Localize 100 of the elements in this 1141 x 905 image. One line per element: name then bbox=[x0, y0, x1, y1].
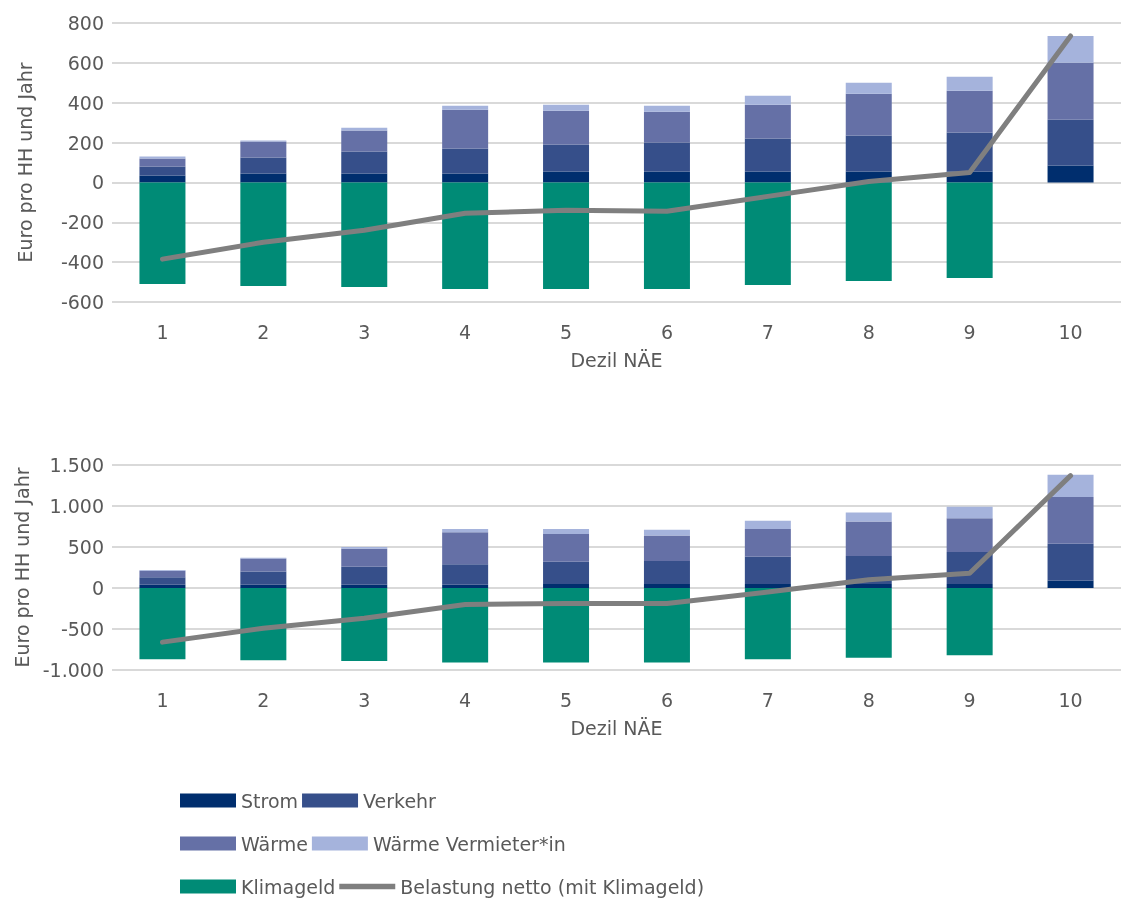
x-tick-label: 3 bbox=[358, 320, 371, 343]
bar bbox=[744, 104, 791, 139]
bar bbox=[240, 182, 287, 287]
bar bbox=[946, 588, 993, 656]
y-tick-label: -200 bbox=[60, 211, 104, 234]
y-tick-label: 0 bbox=[91, 577, 104, 599]
y-tick-label: -1.000 bbox=[42, 659, 104, 681]
bar bbox=[543, 533, 590, 562]
legend-label: Klimageld bbox=[241, 875, 336, 898]
x-tick-label: 6 bbox=[660, 320, 673, 343]
bar bbox=[442, 584, 489, 588]
bar bbox=[1047, 62, 1094, 120]
bar bbox=[543, 528, 590, 534]
y-tick-label: 0 bbox=[91, 171, 104, 194]
x-tick-label: 10 bbox=[1058, 320, 1083, 343]
x-tick-label: 9 bbox=[963, 688, 976, 711]
x-tick-label: 6 bbox=[660, 688, 673, 711]
bar bbox=[744, 171, 791, 183]
bar bbox=[845, 521, 892, 557]
bar bbox=[744, 182, 791, 286]
y-tick-label: 1.000 bbox=[49, 495, 104, 517]
bar bbox=[543, 583, 590, 588]
y-axis-title: Euro pro HH und Jahr bbox=[13, 62, 36, 263]
bar bbox=[1047, 580, 1094, 588]
x-tick-label: 5 bbox=[560, 320, 573, 343]
x-tick-label: 4 bbox=[459, 688, 472, 711]
bar bbox=[946, 518, 993, 552]
bar bbox=[442, 105, 489, 110]
x-tick-label: 8 bbox=[862, 320, 875, 343]
bar bbox=[442, 173, 489, 183]
bar bbox=[543, 588, 590, 663]
bar bbox=[139, 588, 186, 660]
bar bbox=[139, 584, 186, 588]
bar bbox=[643, 142, 690, 172]
bar bbox=[1047, 543, 1094, 581]
bar bbox=[845, 93, 892, 136]
bar bbox=[744, 95, 791, 105]
bar bbox=[643, 171, 690, 183]
bar bbox=[139, 570, 186, 578]
bar bbox=[341, 548, 388, 567]
legend-label: Strom bbox=[241, 789, 299, 812]
bar bbox=[543, 171, 590, 183]
bar bbox=[643, 583, 690, 588]
bar bbox=[744, 138, 791, 172]
bar bbox=[139, 175, 186, 183]
y-tick-label: 500 bbox=[67, 536, 104, 558]
x-tick-label: 1 bbox=[156, 320, 169, 343]
legend-label: Wärme bbox=[241, 832, 308, 855]
bar bbox=[341, 130, 388, 152]
x-tick-label: 9 bbox=[963, 320, 976, 343]
x-axis-title: Dezil NÄE bbox=[570, 716, 663, 739]
x-tick-label: 7 bbox=[761, 320, 774, 343]
x-tick-label: 7 bbox=[761, 688, 774, 711]
bar bbox=[543, 182, 590, 290]
bar bbox=[643, 560, 690, 584]
y-tick-label: -500 bbox=[60, 618, 104, 640]
bar bbox=[240, 588, 287, 661]
x-axis-title: Dezil NÄE bbox=[570, 348, 663, 371]
bar bbox=[442, 528, 489, 533]
bar bbox=[1047, 496, 1094, 544]
bar bbox=[845, 82, 892, 94]
y-tick-label: 1.500 bbox=[49, 454, 104, 476]
bar bbox=[442, 564, 489, 585]
bar bbox=[744, 583, 791, 588]
bar bbox=[744, 528, 791, 557]
x-tick-label: 8 bbox=[862, 688, 875, 711]
bar bbox=[442, 148, 489, 174]
y-tick-label: 600 bbox=[67, 51, 104, 74]
bar bbox=[341, 151, 388, 174]
bar bbox=[139, 577, 186, 585]
bar bbox=[543, 110, 590, 145]
x-tick-label: 1 bbox=[156, 688, 169, 711]
bar bbox=[543, 144, 590, 172]
bar bbox=[845, 182, 892, 282]
bar bbox=[1047, 119, 1094, 166]
bar bbox=[946, 506, 993, 519]
bar bbox=[543, 104, 590, 111]
legend-label: Wärme Vermieter*in bbox=[372, 832, 566, 855]
bar bbox=[240, 173, 287, 183]
bar bbox=[240, 141, 287, 158]
x-tick-label: 2 bbox=[257, 320, 270, 343]
bar bbox=[845, 588, 892, 658]
bar bbox=[946, 90, 993, 133]
bar bbox=[744, 520, 791, 529]
bar bbox=[1047, 165, 1094, 183]
y-tick-label: 200 bbox=[67, 131, 104, 154]
bar bbox=[643, 105, 690, 112]
bar bbox=[240, 584, 287, 588]
x-tick-label: 3 bbox=[358, 688, 371, 711]
bar bbox=[643, 111, 690, 143]
bar bbox=[845, 135, 892, 172]
bar bbox=[845, 583, 892, 588]
y-tick-label: 800 bbox=[67, 12, 104, 34]
bar bbox=[643, 182, 690, 290]
legend-label: Belastung netto (mit Klimageld) bbox=[400, 875, 705, 898]
bar bbox=[946, 76, 993, 91]
x-tick-label: 5 bbox=[560, 688, 573, 711]
legend-label: Verkehr bbox=[363, 789, 437, 812]
bar bbox=[139, 182, 186, 285]
bar bbox=[643, 535, 690, 561]
